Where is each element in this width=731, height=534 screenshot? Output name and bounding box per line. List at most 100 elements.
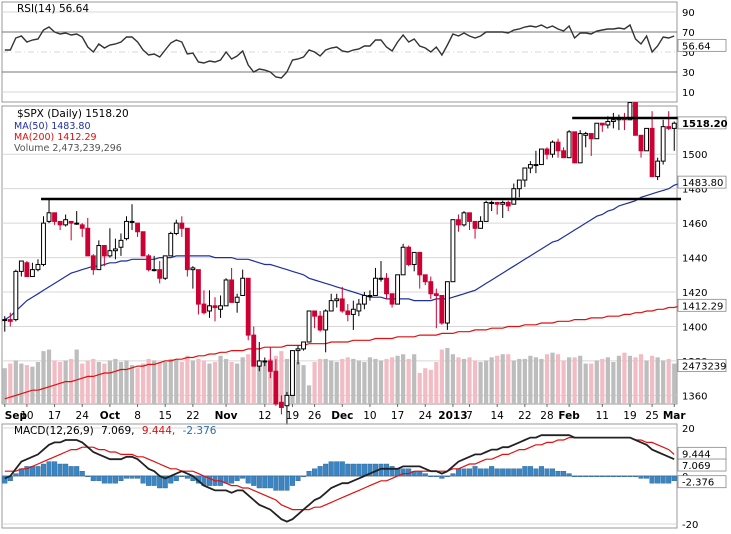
volume-bar: [201, 360, 207, 404]
macd-histogram-bar: [57, 463, 63, 477]
candle-body: [638, 134, 644, 152]
macd-histogram-bar: [13, 473, 19, 477]
candle-body: [660, 126, 666, 162]
candle-body: [245, 277, 251, 336]
macd-histogram-bar: [649, 475, 655, 484]
macd-histogram-bar: [251, 475, 257, 486]
x-tick-label: 19: [286, 410, 299, 422]
macd-histogram-bar: [361, 463, 367, 477]
macd-histogram-bar: [422, 473, 428, 477]
macd-histogram-bar: [350, 463, 356, 477]
rsi-tick-label: 70: [682, 28, 695, 39]
macd-histogram-bar: [428, 475, 434, 478]
macd-histogram-bar: [433, 475, 439, 478]
price-tick-label: 1360: [682, 391, 707, 402]
candle-body: [539, 148, 544, 166]
candle-body: [229, 279, 235, 303]
candle-body: [179, 222, 185, 229]
volume-bar: [257, 360, 262, 404]
candle-body: [583, 133, 589, 136]
macd-histogram-bar: [256, 475, 262, 489]
macd-histogram-bar: [455, 468, 461, 477]
candle-body: [472, 220, 478, 229]
volume-bar: [428, 369, 433, 404]
candle-body: [218, 305, 223, 310]
volume-bar: [312, 362, 317, 404]
macd-title: MACD(12,26,9) 7.069, 9.444, -2.376: [14, 425, 217, 437]
volume-bar: [672, 363, 677, 404]
macd-histogram-bar: [278, 475, 284, 491]
candle-body: [256, 360, 262, 367]
volume-bar: [52, 360, 57, 404]
candle-body: [671, 122, 677, 129]
ma200-legend: MA(200) 1412.29: [14, 132, 97, 143]
volume-bar: [240, 357, 245, 404]
volume-bar: [135, 368, 140, 404]
candle-body: [323, 310, 329, 331]
candle-body: [151, 269, 157, 272]
candle-body: [79, 224, 85, 229]
candle-body: [594, 122, 600, 140]
candle-body: [124, 220, 129, 240]
volume-bar: [650, 355, 655, 404]
volume-bar: [544, 354, 550, 404]
candle-body: [461, 212, 467, 226]
volume-bar: [605, 357, 610, 404]
volume-bar: [179, 362, 184, 404]
volume-bar: [594, 360, 599, 404]
macd-histogram-bar: [118, 475, 124, 482]
rsi-panel: 90 70 50 30 10 56.64: [1, 1, 727, 103]
macd-histogram-bar: [544, 468, 550, 477]
macd-title-hist: -2.376: [183, 425, 217, 437]
candle-body: [190, 267, 196, 271]
volume-bar: [284, 358, 290, 404]
candle-body: [395, 274, 401, 305]
macd-histogram-bar: [173, 475, 179, 482]
volume-bar: [63, 360, 68, 404]
volume-bar: [113, 358, 118, 404]
macd-histogram-bar: [135, 475, 141, 479]
macd-histogram-bar: [245, 475, 251, 484]
candle-body: [267, 360, 273, 372]
candle-body: [439, 294, 445, 324]
x-tick-label: 17: [391, 410, 404, 422]
volume-bar: [506, 354, 511, 404]
x-tick-label: 22: [186, 410, 199, 422]
candle-body: [207, 305, 212, 312]
macd-histogram-bar: [74, 466, 80, 477]
candle-body: [367, 294, 373, 297]
candle-body: [52, 212, 57, 222]
candle-body: [400, 246, 406, 276]
macd-signal-line: [4, 437, 675, 511]
macd-histogram-bar: [511, 468, 517, 477]
volume-bar: [633, 357, 638, 404]
rsi-tick-label: 50: [682, 48, 695, 59]
macd-histogram-bar: [610, 475, 616, 478]
last-price-value-box: [677, 116, 727, 130]
price-tick-label: 1460: [682, 219, 707, 230]
volume-bar: [384, 358, 389, 404]
x-tick-label: 8: [134, 410, 141, 422]
macd-histogram-bar: [79, 471, 85, 477]
volume-bar: [30, 366, 35, 404]
candle-body: [46, 212, 52, 222]
candle-body: [301, 341, 306, 350]
candle-body: [13, 270, 19, 321]
macd-histogram-bar: [538, 466, 544, 477]
volume-bar: [345, 357, 350, 404]
candle-body: [101, 245, 107, 257]
volume-bar: [572, 357, 577, 404]
volume-bar: [367, 357, 373, 404]
price-tick-label: 1420: [682, 288, 707, 299]
macd-histogram-bar: [483, 468, 489, 477]
volume-bar: [235, 363, 240, 404]
candle-body: [428, 281, 434, 295]
macd-histogram-bar: [478, 468, 484, 477]
candle-body: [610, 119, 616, 123]
candle-body: [63, 219, 69, 226]
candle-body: [290, 350, 295, 396]
macd-histogram-bar: [461, 468, 467, 477]
macd-histogram-bar: [312, 468, 318, 477]
candle-body: [478, 220, 484, 229]
candle-body: [234, 296, 240, 303]
